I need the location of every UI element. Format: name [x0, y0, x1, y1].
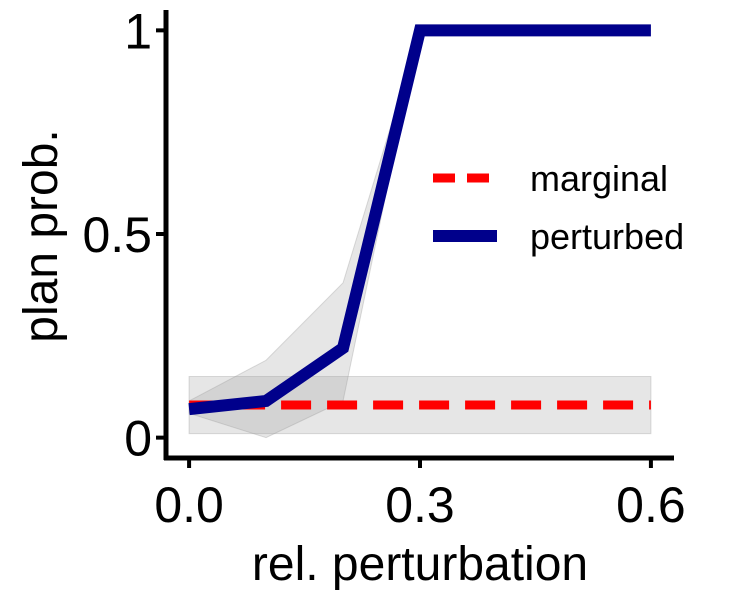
- y-ticks: 00.51: [82, 3, 166, 467]
- x-axis-title: rel. perturbation: [252, 538, 588, 591]
- y-tick-label: 0: [124, 411, 152, 467]
- series-lines: [188, 24, 651, 416]
- legend-label-perturbed: perturbed: [530, 216, 684, 257]
- x-ticks: 0.0 0.3 0.6: [154, 458, 686, 533]
- legend-label-marginal: marginal: [530, 158, 668, 199]
- y-axis-title: plan prob.: [15, 129, 68, 343]
- x-tick-label: 0.3: [385, 477, 455, 533]
- legend: marginal perturbed: [433, 158, 684, 257]
- line-perturbed: [188, 24, 651, 416]
- x-tick-label: 0.0: [154, 477, 224, 533]
- x-tick-label: 0.6: [616, 477, 686, 533]
- y-tick-label: 1: [124, 3, 152, 59]
- y-tick-label: 0.5: [82, 207, 152, 263]
